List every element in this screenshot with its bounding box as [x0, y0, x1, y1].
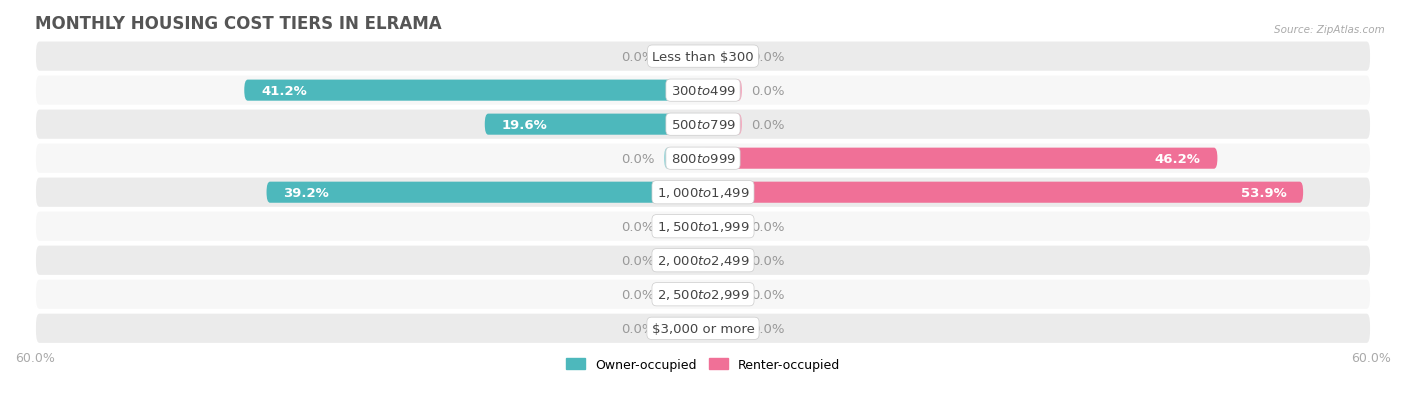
- Text: $3,000 or more: $3,000 or more: [651, 322, 755, 335]
- FancyBboxPatch shape: [35, 109, 1371, 140]
- FancyBboxPatch shape: [485, 114, 703, 135]
- FancyBboxPatch shape: [703, 81, 742, 102]
- FancyBboxPatch shape: [35, 245, 1371, 276]
- Text: 0.0%: 0.0%: [621, 288, 655, 301]
- Text: 46.2%: 46.2%: [1154, 152, 1201, 165]
- Text: 19.6%: 19.6%: [502, 119, 547, 131]
- Text: 0.0%: 0.0%: [751, 220, 785, 233]
- Text: 0.0%: 0.0%: [751, 254, 785, 267]
- Text: $800 to $999: $800 to $999: [671, 152, 735, 165]
- FancyBboxPatch shape: [703, 250, 742, 271]
- Text: 0.0%: 0.0%: [751, 50, 785, 64]
- FancyBboxPatch shape: [35, 211, 1371, 242]
- Text: Less than $300: Less than $300: [652, 50, 754, 64]
- Text: 0.0%: 0.0%: [621, 152, 655, 165]
- FancyBboxPatch shape: [664, 148, 703, 169]
- FancyBboxPatch shape: [703, 284, 742, 305]
- FancyBboxPatch shape: [664, 284, 703, 305]
- Text: Source: ZipAtlas.com: Source: ZipAtlas.com: [1274, 25, 1385, 35]
- FancyBboxPatch shape: [664, 318, 703, 339]
- FancyBboxPatch shape: [703, 114, 742, 135]
- Text: $2,500 to $2,999: $2,500 to $2,999: [657, 287, 749, 301]
- FancyBboxPatch shape: [35, 41, 1371, 73]
- FancyBboxPatch shape: [703, 47, 742, 67]
- Text: 39.2%: 39.2%: [283, 186, 329, 199]
- FancyBboxPatch shape: [35, 143, 1371, 174]
- Text: 53.9%: 53.9%: [1240, 186, 1286, 199]
- Legend: Owner-occupied, Renter-occupied: Owner-occupied, Renter-occupied: [561, 353, 845, 376]
- FancyBboxPatch shape: [267, 182, 703, 203]
- Text: 0.0%: 0.0%: [751, 119, 785, 131]
- FancyBboxPatch shape: [35, 279, 1371, 310]
- FancyBboxPatch shape: [664, 250, 703, 271]
- Text: $500 to $799: $500 to $799: [671, 119, 735, 131]
- FancyBboxPatch shape: [703, 216, 742, 237]
- Text: $2,000 to $2,499: $2,000 to $2,499: [657, 254, 749, 268]
- Text: 0.0%: 0.0%: [751, 84, 785, 97]
- FancyBboxPatch shape: [664, 47, 703, 67]
- FancyBboxPatch shape: [703, 318, 742, 339]
- Text: MONTHLY HOUSING COST TIERS IN ELRAMA: MONTHLY HOUSING COST TIERS IN ELRAMA: [35, 15, 441, 33]
- Text: 0.0%: 0.0%: [751, 322, 785, 335]
- Text: 0.0%: 0.0%: [621, 254, 655, 267]
- FancyBboxPatch shape: [703, 148, 1218, 169]
- Text: $300 to $499: $300 to $499: [671, 84, 735, 97]
- FancyBboxPatch shape: [664, 216, 703, 237]
- Text: 0.0%: 0.0%: [751, 288, 785, 301]
- Text: 0.0%: 0.0%: [621, 50, 655, 64]
- Text: 0.0%: 0.0%: [621, 322, 655, 335]
- Text: $1,000 to $1,499: $1,000 to $1,499: [657, 186, 749, 200]
- Text: 41.2%: 41.2%: [262, 84, 307, 97]
- FancyBboxPatch shape: [35, 313, 1371, 344]
- FancyBboxPatch shape: [35, 177, 1371, 208]
- FancyBboxPatch shape: [35, 75, 1371, 107]
- Text: 0.0%: 0.0%: [621, 220, 655, 233]
- FancyBboxPatch shape: [245, 81, 703, 102]
- Text: $1,500 to $1,999: $1,500 to $1,999: [657, 220, 749, 234]
- FancyBboxPatch shape: [703, 182, 1303, 203]
